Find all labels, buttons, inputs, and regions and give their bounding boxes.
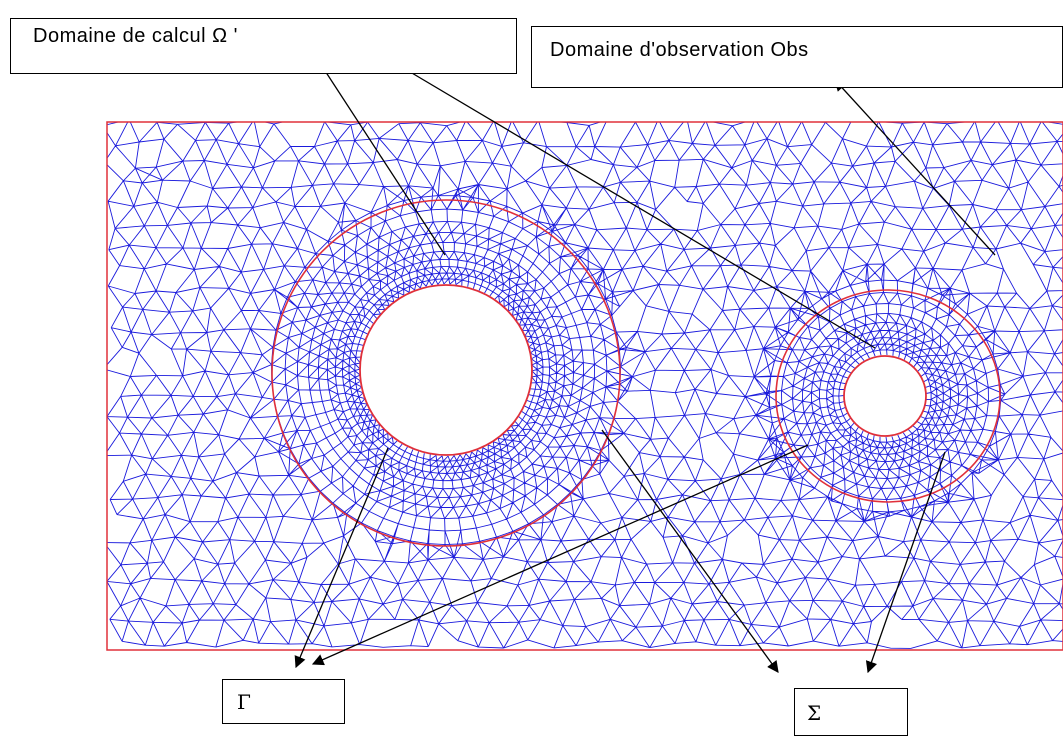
arrow-sigma-left	[601, 429, 779, 673]
sigma-label: Σ	[807, 701, 822, 725]
observation-boundary-left	[271, 199, 621, 547]
arrow-omega-right	[388, 59, 876, 349]
arrow-obs	[834, 79, 996, 256]
observation-domain-label-box: Domaine d'observation Obs	[531, 26, 1063, 88]
obstacle-hole-right	[843, 355, 927, 437]
computation-domain-label: Domaine de calcul Ω '	[33, 25, 238, 47]
arrow-gamma-left	[294, 447, 389, 669]
sigma-label-box: Σ	[794, 688, 908, 736]
computation-domain-label-box: Domaine de calcul Ω '	[10, 18, 517, 74]
arrow-omega-left	[317, 59, 446, 256]
domain-outer-boundary	[106, 121, 1063, 651]
obstacle-hole-left	[359, 284, 533, 456]
gamma-label-box: Γ	[222, 679, 345, 724]
annotation-arrows	[294, 59, 996, 674]
gamma-label: Γ	[237, 690, 251, 714]
arrow-sigma-right	[865, 451, 946, 674]
arrow-gamma-right	[311, 444, 809, 666]
mesh-edges	[107, 122, 1063, 649]
observation-domain-label: Domaine d'observation Obs	[550, 39, 809, 61]
observation-boundary-right	[775, 289, 1001, 503]
triangular-mesh	[107, 122, 1063, 649]
